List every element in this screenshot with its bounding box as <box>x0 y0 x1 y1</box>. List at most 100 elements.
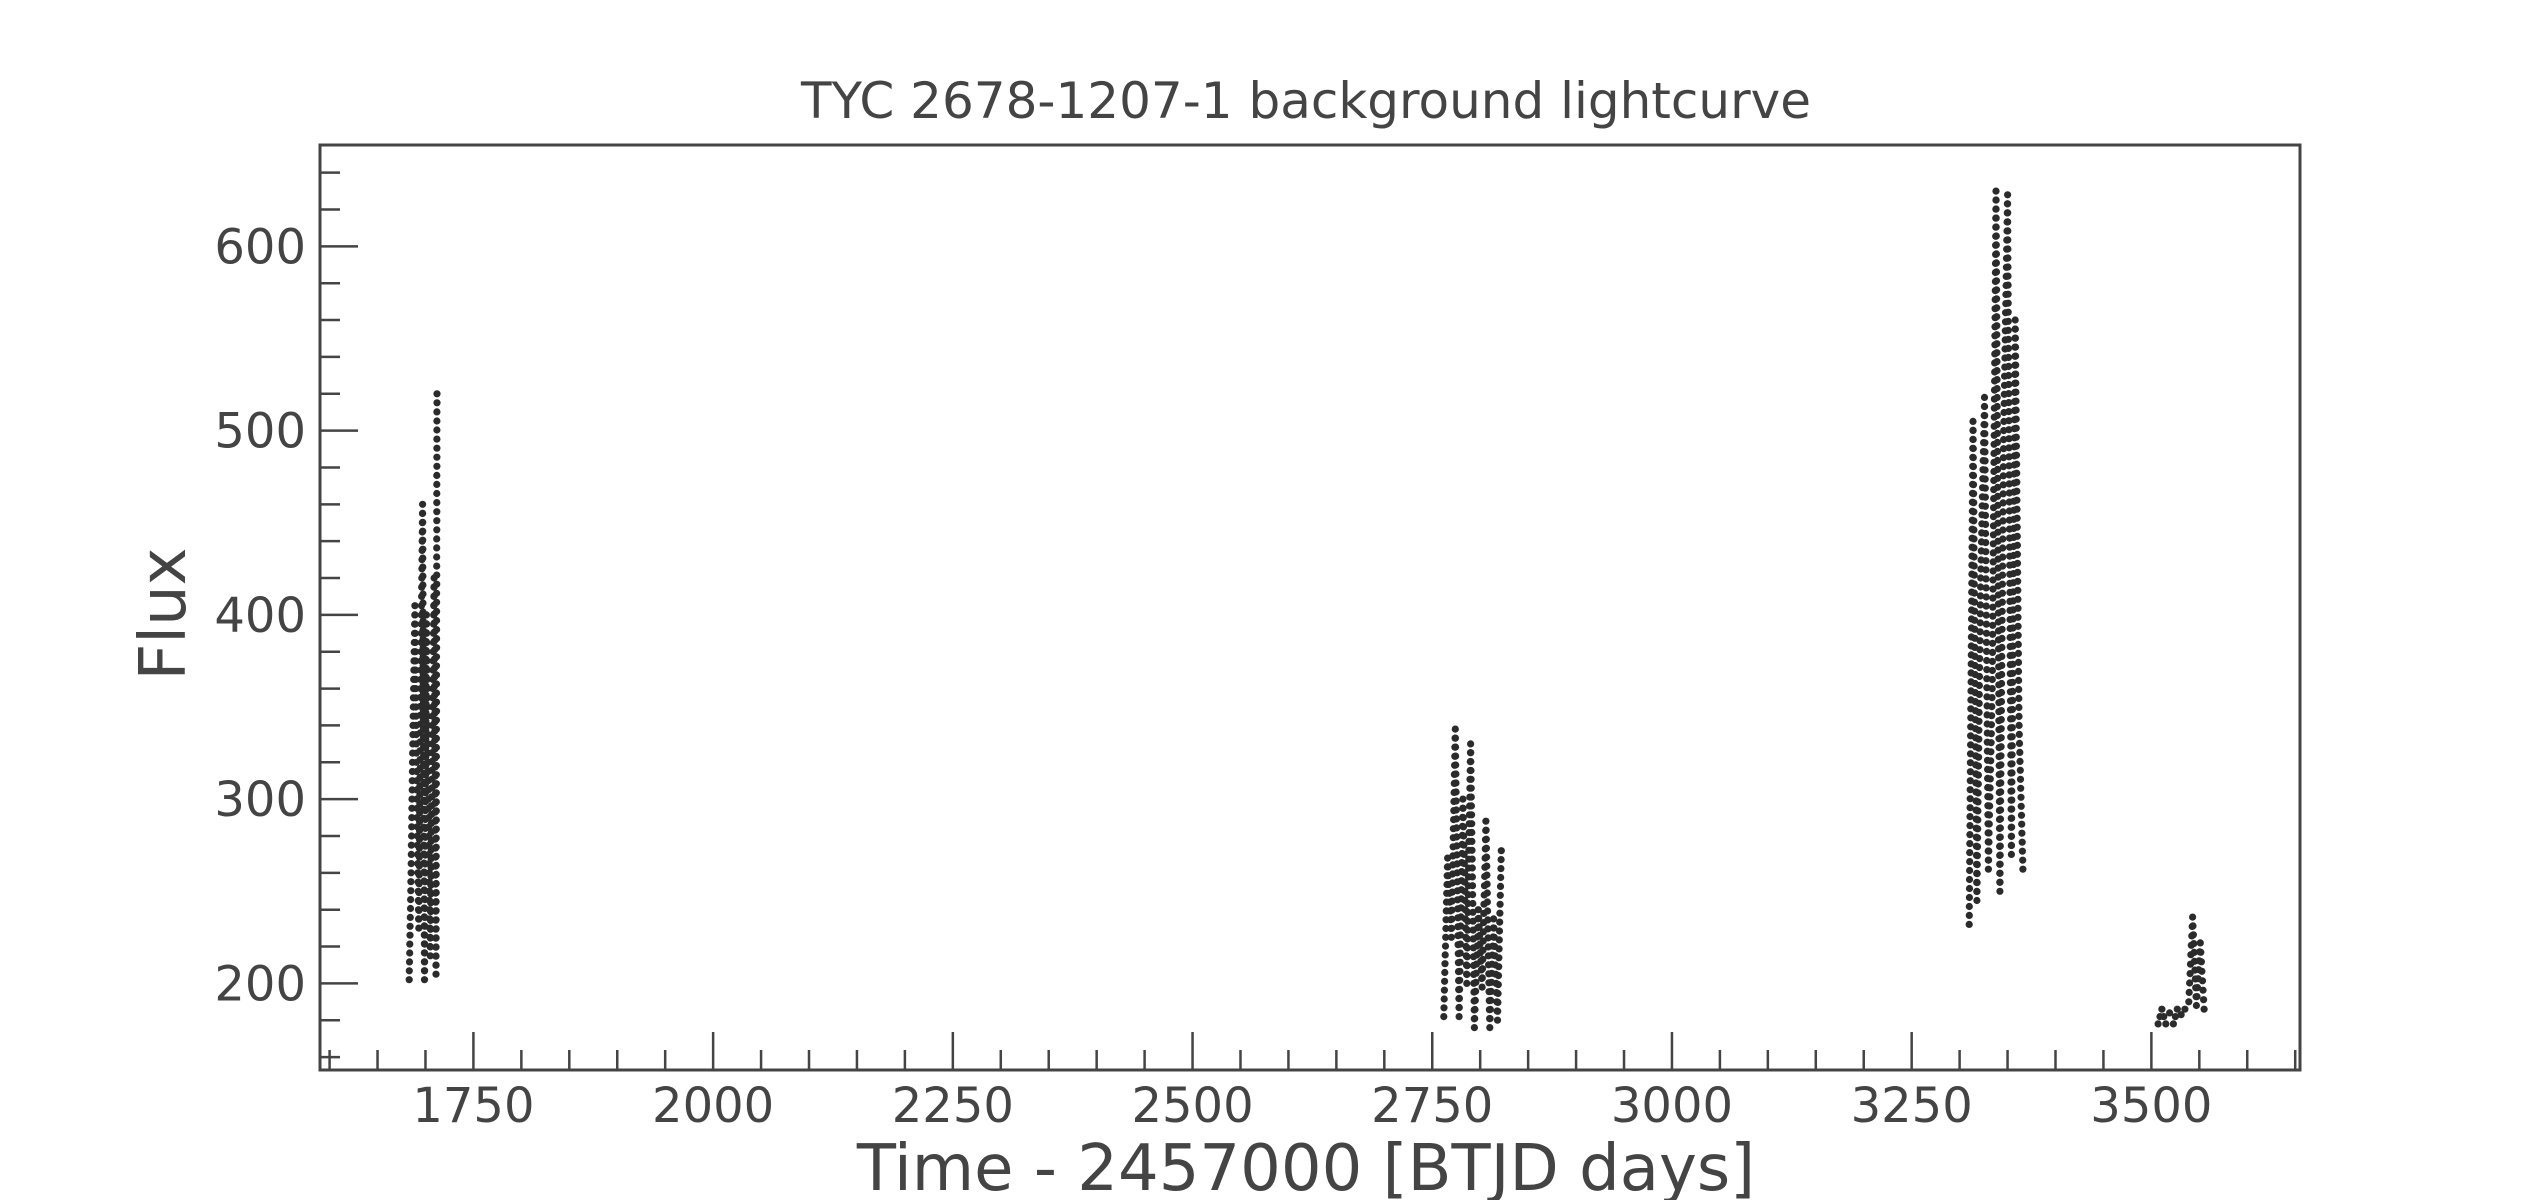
data-point <box>432 870 440 879</box>
data-point <box>2011 334 2019 342</box>
data-point <box>433 480 441 488</box>
data-point <box>2013 523 2021 531</box>
data-point <box>1448 924 1456 932</box>
data-point <box>2200 1005 2208 1013</box>
data-point <box>1965 893 1973 902</box>
data-point <box>1996 851 2004 859</box>
data-point <box>1997 716 2005 724</box>
data-point <box>1467 802 1475 810</box>
data-point <box>1989 639 1997 647</box>
x-tick-label: 3000 <box>1611 1078 1733 1134</box>
data-point <box>1987 730 1995 738</box>
data-point <box>2014 631 2022 639</box>
data-point <box>1468 811 1476 819</box>
data-point <box>1983 666 1991 674</box>
data-point <box>1980 393 1989 401</box>
data-point <box>1981 484 1989 492</box>
data-point <box>1475 914 1483 922</box>
data-point <box>1999 481 2007 489</box>
data-point <box>1986 793 1994 801</box>
data-point <box>1472 978 1480 986</box>
data-point <box>406 931 414 939</box>
data-point <box>1965 875 1974 884</box>
data-point <box>412 666 420 674</box>
data-point <box>432 807 440 815</box>
data-point <box>1984 865 1992 873</box>
data-point <box>2196 939 2204 947</box>
data-point <box>2005 371 2013 380</box>
data-point <box>1992 187 2000 195</box>
data-point <box>1969 472 1978 480</box>
data-point <box>420 976 429 984</box>
data-point <box>1966 831 1974 839</box>
data-point <box>1468 873 1476 881</box>
data-point <box>2166 1009 2174 1017</box>
data-point <box>2014 667 2023 676</box>
data-point <box>1988 712 1996 720</box>
data-point <box>1988 694 1996 702</box>
data-point <box>1971 625 1979 633</box>
data-point <box>1976 655 1984 663</box>
data-point <box>2016 748 2024 757</box>
data-point <box>2185 998 2193 1006</box>
data-point <box>2009 660 2017 668</box>
data-point <box>433 589 441 597</box>
data-point <box>419 518 427 526</box>
data-point <box>1455 1013 1463 1021</box>
data-point <box>423 712 432 720</box>
data-point <box>2197 958 2205 966</box>
data-point <box>1441 968 1449 977</box>
data-point <box>1467 793 1475 801</box>
data-point <box>1974 807 1982 815</box>
data-point <box>1992 223 2000 231</box>
data-point <box>1981 448 1989 456</box>
data-point <box>1464 926 1472 934</box>
data-point <box>1985 829 1993 837</box>
data-point <box>411 602 419 610</box>
data-point <box>1974 789 1982 797</box>
data-point <box>1463 979 1471 988</box>
data-point <box>1993 438 2001 446</box>
data-point <box>2013 478 2021 486</box>
data-point <box>433 471 441 479</box>
data-point <box>1452 788 1460 796</box>
data-point <box>1982 593 1990 601</box>
data-point <box>411 648 419 656</box>
data-point <box>419 554 427 562</box>
data-point <box>1469 908 1477 916</box>
data-point <box>1472 969 1480 977</box>
data-point <box>2013 559 2022 567</box>
data-point <box>1484 925 1492 933</box>
data-point <box>1988 675 1996 684</box>
data-point <box>411 611 419 619</box>
data-point <box>415 915 423 923</box>
data-point <box>408 804 416 812</box>
data-point <box>432 662 441 670</box>
data-point <box>1999 544 2007 552</box>
data-point <box>2009 678 2017 686</box>
data-point <box>426 925 435 933</box>
data-point <box>433 571 441 579</box>
data-point <box>1496 909 1504 917</box>
data-point <box>433 390 441 398</box>
data-point <box>1994 474 2002 482</box>
data-point <box>2186 979 2194 987</box>
data-point <box>1992 268 2001 276</box>
y-axis-label: Flux <box>127 547 201 680</box>
data-point <box>2004 353 2013 361</box>
data-point <box>1966 858 1974 866</box>
data-point <box>1992 241 2000 249</box>
data-point <box>1494 998 1502 1007</box>
data-point <box>1470 1024 1478 1032</box>
data-point <box>1966 822 1974 830</box>
data-point <box>2014 613 2022 621</box>
data-point <box>432 843 440 851</box>
data-point <box>433 562 441 570</box>
data-point <box>1463 962 1471 970</box>
data-point <box>1982 620 1990 628</box>
data-point <box>1989 594 1997 602</box>
data-point <box>1986 802 1994 810</box>
data-point <box>1989 585 1997 593</box>
data-point <box>2004 272 2012 280</box>
data-point <box>1996 887 2004 895</box>
